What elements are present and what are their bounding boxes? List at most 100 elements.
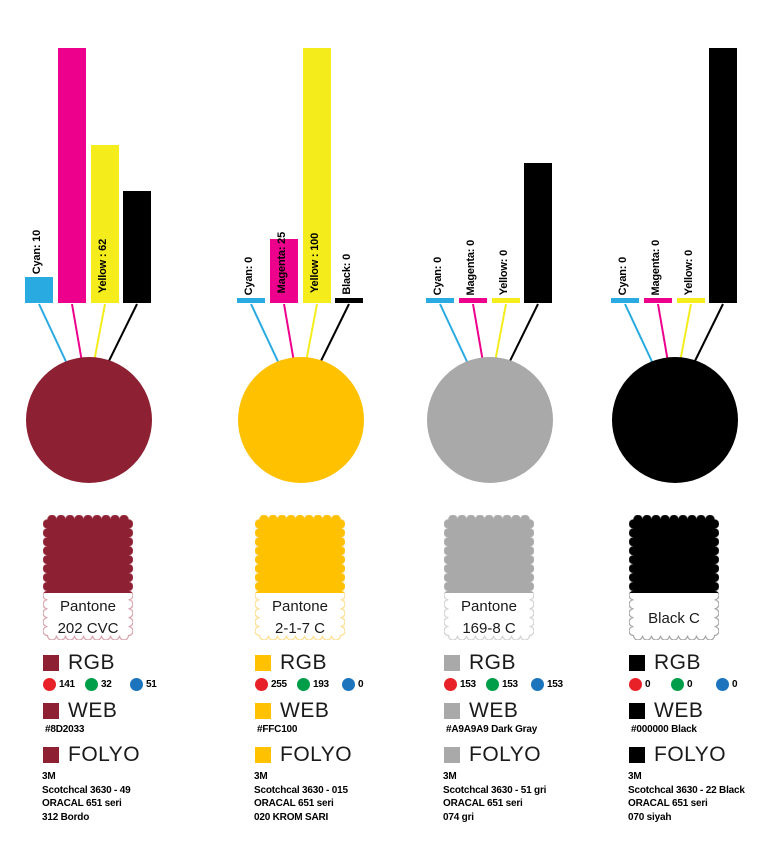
pantone-name: Black C [621, 596, 727, 630]
folyo-spec-line: 3M [628, 771, 642, 782]
rgb-heading-label: RGB [469, 651, 517, 674]
pantone-stamp-swatch: Pantone 2-1-7 C [255, 515, 345, 640]
pantone-name: Pantone 202 CVC [35, 596, 141, 640]
folyo-spec-line: 074 gri [443, 811, 474, 823]
pantone-name-line1: Pantone [461, 598, 517, 615]
folyo-heading-label: FOLYO [654, 743, 727, 766]
cmyk-bar-cyan [426, 298, 454, 303]
green-dot-icon [297, 678, 310, 691]
web-hex-value: #8D2033 [45, 724, 85, 735]
folyo-spec-line: Scotchcal 3630 - 51 gri [443, 784, 547, 796]
folyo-section-heading: FOLYO [255, 743, 352, 767]
stamp-color-area [43, 515, 133, 593]
folyo-spec-lines: 3M Scotchcal 3630 - 015 ORACAL 651 seri 020… [254, 770, 348, 824]
folyo-heading-label: FOLYO [280, 743, 353, 766]
web-hex-value: #A9A9A9 Dark Gray [446, 724, 538, 735]
connector-line-magenta [657, 303, 669, 363]
pantone-stamp-swatch: Pantone 169-8 C [444, 515, 534, 640]
cmyk-bar-magenta [270, 239, 298, 303]
web-hex-value: #000000 Black [631, 724, 697, 735]
folyo-spec-line: Scotchcal 3630 - 015 [254, 784, 348, 796]
blue-value-group: 0 [342, 678, 364, 691]
connector-line-black [506, 303, 539, 368]
pantone-name-line2: 202 CVC [57, 620, 119, 637]
connector-line-magenta [283, 303, 295, 363]
green-value: 32 [101, 679, 112, 690]
bar-label-cyan: Cyan: 10 [31, 229, 43, 274]
blue-dot-icon [342, 678, 355, 691]
web-heading-label: WEB [469, 699, 519, 722]
bar-label-cyan: Cyan: 0 [617, 256, 629, 295]
folyo-spec-line: 070 siyah [628, 811, 672, 823]
green-dot-icon [671, 678, 684, 691]
cmyk-bar-cyan [611, 298, 639, 303]
red-value-group: 153 [444, 678, 476, 691]
web-section-heading: WEB [255, 699, 329, 723]
color-chip-icon [444, 747, 460, 763]
connector-line-black [105, 303, 138, 368]
blue-value-group: 51 [130, 678, 157, 691]
pantone-stamp-swatch: Pantone 202 CVC [43, 515, 133, 640]
green-value: 0 [687, 679, 693, 690]
folyo-heading-label: FOLYO [469, 743, 542, 766]
red-value: 141 [59, 679, 75, 690]
red-value: 0 [645, 679, 651, 690]
blue-value: 0 [732, 679, 738, 690]
connector-line-cyan [38, 303, 70, 369]
cmyk-bar-cyan [237, 298, 265, 303]
red-dot-icon [444, 678, 457, 691]
color-chip-icon [43, 747, 59, 763]
web-section-heading: WEB [629, 699, 703, 723]
rgb-values-row: 153 153 153 [426, 678, 578, 694]
red-dot-icon [255, 678, 268, 691]
rgb-heading-label: RGB [68, 651, 116, 674]
color-chip-icon [629, 747, 645, 763]
bar-label-magenta: Magenta: 0 [650, 239, 662, 295]
color-chip-icon [444, 655, 460, 671]
cmyk-bar-black [524, 163, 552, 303]
pantone-stamp-swatch: Black C [629, 515, 719, 640]
folyo-spec-lines: 3M Scotchcal 3630 - 22 Black ORACAL 651 se… [628, 770, 745, 824]
rgb-section-heading: RGB [444, 651, 516, 675]
color-chip-icon [255, 747, 271, 763]
color-chip-icon [43, 703, 59, 719]
color-chip-icon [629, 703, 645, 719]
color-circle [612, 357, 738, 483]
color-circle [427, 357, 553, 483]
stamp-graphic [629, 515, 719, 640]
rgb-heading-label: RGB [654, 651, 702, 674]
cmyk-bar-black [123, 191, 151, 303]
green-dot-icon [486, 678, 499, 691]
cmyk-bar-yellow [303, 48, 331, 303]
connector-line-cyan [624, 303, 656, 369]
rgb-heading-label: RGB [280, 651, 328, 674]
pantone-name: Pantone 169-8 C [436, 596, 542, 640]
pantone-name-line2: 169-8 C [462, 620, 516, 637]
red-value: 153 [460, 679, 476, 690]
folyo-heading-label: FOLYO [68, 743, 141, 766]
web-heading-label: WEB [280, 699, 330, 722]
bar-label-magenta: Magenta: 0 [465, 239, 477, 295]
green-value-group: 0 [671, 678, 693, 691]
color-chip-icon [255, 655, 271, 671]
color-chip-icon [444, 703, 460, 719]
folyo-spec-lines: 3M Scotchcal 3630 - 49 ORACAL 651 seri 312 … [42, 770, 131, 824]
web-hex-value: #FFC100 [257, 724, 298, 735]
blue-value: 153 [547, 679, 563, 690]
cmyk-bar-magenta [459, 298, 487, 303]
connector-line-yellow [494, 303, 507, 363]
color-column: Cyan: 0 Magenta: 0 Yellow: 0 Black C RGB… [611, 0, 763, 866]
stamp-color-area [444, 515, 534, 593]
pantone-name-line1: Pantone [272, 598, 328, 615]
folyo-spec-line: ORACAL 651 seri [443, 798, 523, 809]
color-column: Cyan: 10 Yellow : 62 Pantone 202 CVC RGB… [25, 0, 177, 866]
folyo-spec-line: ORACAL 651 seri [628, 798, 708, 809]
connector-line-magenta [472, 303, 484, 363]
bar-label-cyan: Cyan: 0 [243, 256, 255, 295]
folyo-section-heading: FOLYO [43, 743, 140, 767]
blue-value-group: 153 [531, 678, 563, 691]
cmyk-bar-yellow [91, 145, 119, 303]
cmyk-bar-magenta [58, 48, 86, 303]
folyo-spec-line: ORACAL 651 seri [254, 798, 334, 809]
